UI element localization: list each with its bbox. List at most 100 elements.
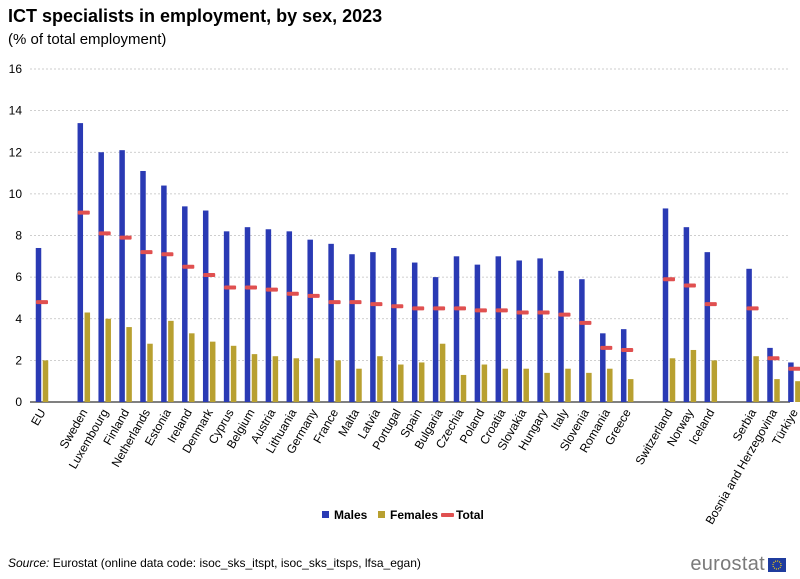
bar-females [607, 368, 613, 402]
legend-swatch [441, 513, 454, 517]
bar-males [683, 227, 690, 402]
bar-males [286, 231, 293, 402]
marker-total [328, 300, 341, 305]
bar-females [42, 360, 49, 402]
bar-females [627, 379, 634, 402]
bar-males [202, 210, 209, 402]
bar-females [753, 356, 759, 402]
bar-females [439, 343, 446, 402]
marker-total [224, 285, 237, 290]
bar-females [795, 381, 800, 402]
bar-males [788, 362, 794, 402]
bar-males [516, 260, 522, 402]
y-tick-label: 12 [9, 145, 23, 159]
marker-total [412, 306, 425, 311]
bar-males [307, 239, 313, 402]
bar-females [272, 356, 279, 402]
bar-females [147, 343, 153, 402]
bar-females [314, 358, 320, 402]
bar-females [418, 362, 425, 402]
bar-males [474, 264, 481, 402]
bar-females [251, 354, 258, 402]
bar-females [377, 356, 383, 402]
legend-swatch [322, 511, 329, 518]
bar-females [335, 360, 341, 402]
eu-flag-icon [768, 557, 786, 572]
marker-total [474, 308, 487, 313]
marker-total [663, 277, 675, 282]
marker-total [245, 285, 257, 290]
marker-total [140, 250, 153, 255]
bar-females [523, 368, 529, 402]
bar-females [209, 341, 216, 402]
marker-total [391, 304, 404, 309]
marker-total [77, 210, 90, 215]
marker-total [600, 345, 613, 350]
chart-title: ICT specialists in employment, by sex, 2… [8, 6, 383, 26]
bar-females [481, 364, 488, 402]
bar-males [746, 268, 752, 402]
marker-total [119, 235, 132, 240]
bar-males [537, 258, 543, 402]
marker-total [683, 283, 696, 288]
bar-males [223, 231, 230, 402]
bar-females [168, 320, 174, 402]
marker-total [349, 300, 362, 305]
marker-total [788, 366, 800, 371]
bar-males [349, 254, 355, 402]
bar-males [495, 256, 502, 402]
bar-females [669, 358, 676, 402]
bar-females [565, 368, 571, 402]
bar-males [161, 185, 167, 402]
eurostat-logo: eurostat [690, 553, 786, 576]
bar-males [579, 279, 585, 402]
legend-label: Total [456, 508, 484, 522]
bar-females [690, 349, 697, 402]
bar-females [711, 360, 718, 402]
bar-males [662, 208, 669, 402]
marker-total [161, 252, 174, 257]
bar-males [140, 170, 146, 402]
bar-males [620, 329, 627, 402]
y-tick-label: 4 [15, 312, 22, 326]
bar-males [558, 270, 564, 402]
marker-total [370, 302, 383, 307]
marker-total [621, 347, 634, 352]
y-tick-label: 14 [9, 104, 23, 118]
x-tick-label: EU [28, 407, 48, 428]
bar-males [328, 243, 334, 402]
marker-total [433, 306, 446, 311]
bar-males [391, 247, 397, 402]
bar-females [586, 372, 592, 402]
bar-males [432, 277, 439, 402]
y-tick-label: 8 [15, 229, 22, 243]
grid-layer: 0 2 4 6 8 10 12 14 16 [9, 62, 790, 409]
marker-total [495, 308, 508, 313]
logo-text: eurostat [690, 553, 765, 575]
bar-females [84, 312, 91, 402]
bar-females [356, 368, 362, 402]
bar-females [774, 379, 780, 402]
bar-females [398, 364, 404, 402]
source-label: Source: [8, 556, 50, 570]
bar-females [460, 374, 467, 402]
marker-total [537, 310, 550, 315]
marker-total [265, 287, 278, 292]
marker-total [36, 300, 48, 305]
legend-label: Females [390, 508, 438, 522]
bar-males [182, 206, 188, 402]
marker-total [746, 306, 759, 311]
marker-total [516, 310, 529, 315]
marker-total [704, 302, 717, 307]
bar-females [502, 368, 509, 402]
marker-total [203, 273, 216, 278]
y-tick-label: 2 [15, 353, 22, 367]
marker-total [558, 312, 571, 317]
bar-males [35, 247, 42, 402]
marker-total [307, 293, 320, 298]
bar-males [600, 333, 606, 402]
marker-total [286, 291, 299, 296]
marker-total [579, 320, 592, 325]
bar-males [767, 347, 773, 402]
bar-males [77, 123, 84, 403]
